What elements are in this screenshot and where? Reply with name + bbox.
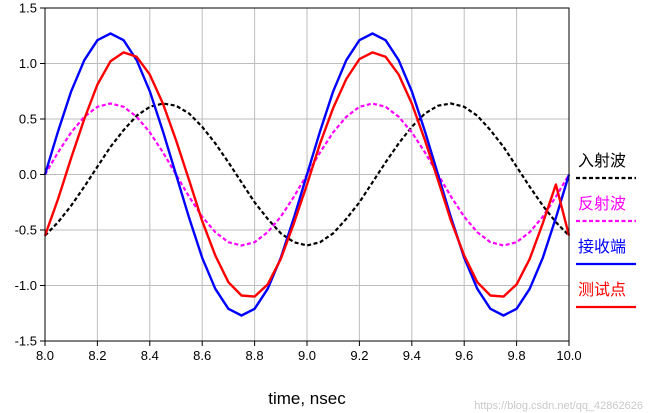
ticks: 8.0 8.2 8.4 8.6 8.8 9.0 9.2 9.4 9.6 9.8 10.0 1.5 1.0…: [15, 1, 582, 364]
series-line-3: [43, 32, 571, 317]
x-tick-label: 8.0: [36, 348, 54, 363]
legend-label-1: 入射波: [578, 151, 626, 170]
y-tick-label: 0.0: [19, 167, 37, 182]
legend-label-2: 反射波: [578, 194, 626, 213]
y-tick-label: 1.5: [19, 1, 37, 16]
series-group: [43, 32, 571, 317]
x-tick-label: 9.2: [350, 348, 368, 363]
x-tick-label: 8.8: [246, 348, 264, 363]
y-tick-label: -0.5: [15, 223, 37, 238]
watermark-text: https://blog.csdn.net/qq_42862626: [474, 400, 643, 412]
y-tick-label: 0.5: [19, 112, 37, 127]
y-tick-label: -1.0: [15, 278, 37, 293]
series-line-4: [43, 51, 571, 298]
x-tick-label: 8.6: [193, 348, 211, 363]
y-tick-label: 1.0: [19, 56, 37, 71]
legend-label-4: 测试点: [578, 280, 626, 299]
x-tick-label: 9.8: [508, 348, 526, 363]
x-tick-label: 9.6: [455, 348, 473, 363]
series-line-1: [44, 102, 570, 247]
x-tick-label: 9.4: [403, 348, 421, 363]
x-tick-label: 8.4: [141, 348, 159, 363]
x-axis-title: time, nsec: [268, 389, 346, 408]
x-tick-label: 8.2: [88, 348, 106, 363]
legend-label-3: 接收端: [578, 237, 626, 256]
x-tick-label: 10.0: [556, 348, 581, 363]
y-tick-label: -1.5: [15, 334, 37, 349]
x-tick-label: 9.0: [298, 348, 316, 363]
